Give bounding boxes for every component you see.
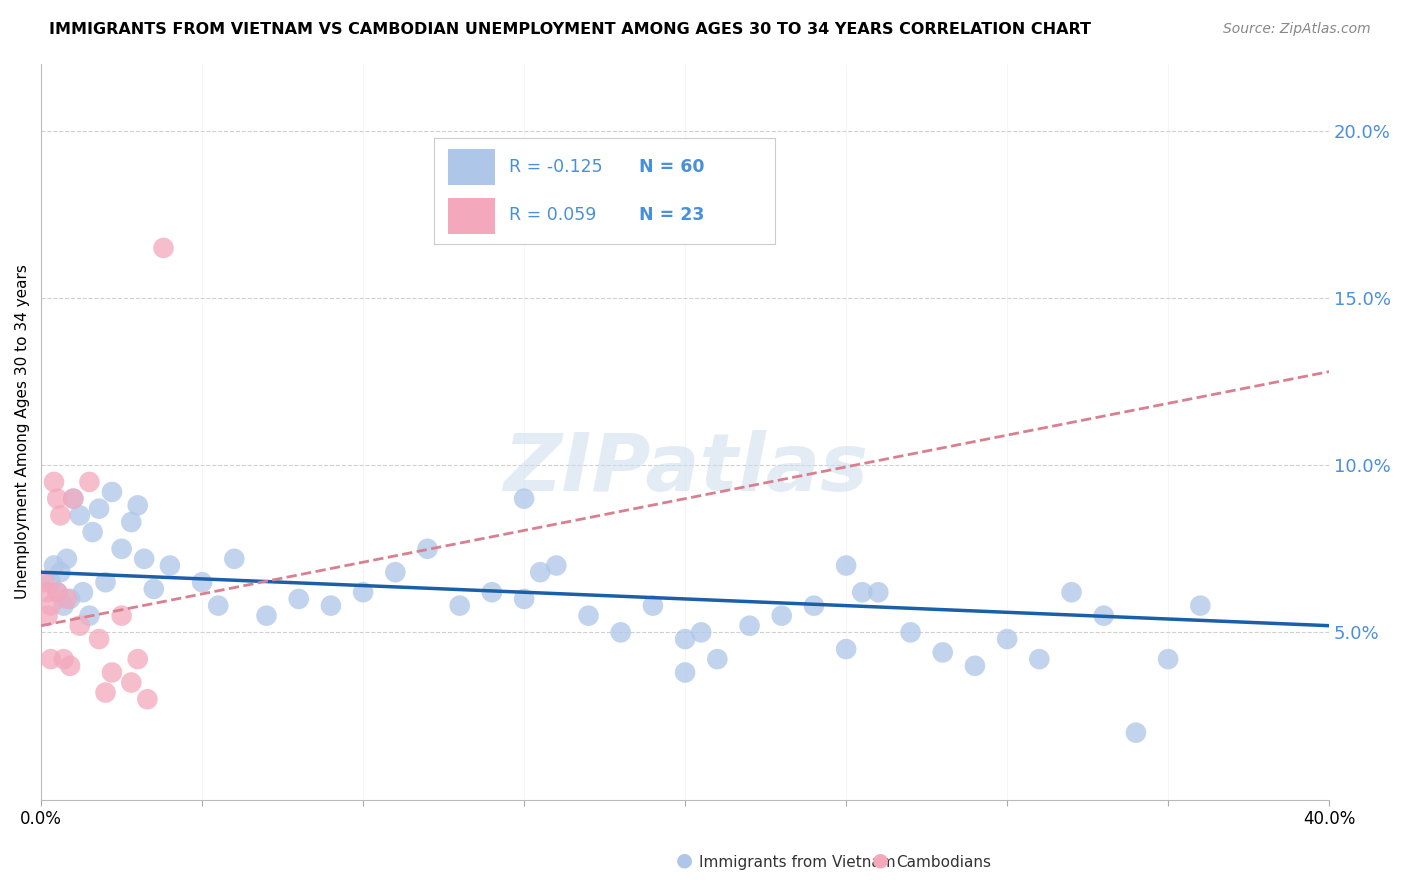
Text: Cambodians: Cambodians bbox=[897, 855, 991, 870]
Point bbox=[42, 475, 65, 489]
Point bbox=[995, 632, 1018, 646]
Text: Immigrants from Vietnam: Immigrants from Vietnam bbox=[699, 855, 896, 870]
Point bbox=[578, 608, 600, 623]
Text: ●: ● bbox=[872, 851, 889, 870]
Point bbox=[152, 241, 174, 255]
Point bbox=[1189, 599, 1212, 613]
Point bbox=[868, 585, 890, 599]
Point bbox=[932, 645, 955, 659]
Point bbox=[110, 608, 132, 623]
Point bbox=[416, 541, 439, 556]
Point bbox=[79, 608, 101, 623]
Point bbox=[87, 632, 110, 646]
Point bbox=[62, 491, 84, 506]
Point bbox=[641, 599, 664, 613]
Point bbox=[72, 585, 94, 599]
Point bbox=[1060, 585, 1083, 599]
Point bbox=[449, 599, 471, 613]
Point bbox=[673, 665, 696, 680]
Point bbox=[52, 652, 75, 666]
Point bbox=[56, 551, 79, 566]
Point bbox=[207, 599, 229, 613]
Point bbox=[900, 625, 922, 640]
Point bbox=[134, 551, 156, 566]
Point bbox=[1092, 608, 1115, 623]
Point bbox=[706, 652, 728, 666]
Y-axis label: Unemployment Among Ages 30 to 34 years: Unemployment Among Ages 30 to 34 years bbox=[15, 264, 30, 599]
Point bbox=[69, 618, 91, 632]
Point bbox=[352, 585, 374, 599]
Point bbox=[963, 658, 986, 673]
Point bbox=[101, 485, 124, 500]
Point bbox=[513, 591, 536, 606]
Point bbox=[690, 625, 713, 640]
Point bbox=[319, 599, 342, 613]
Point bbox=[481, 585, 503, 599]
Point bbox=[120, 675, 142, 690]
Point bbox=[69, 508, 91, 523]
Point bbox=[46, 585, 69, 599]
Point bbox=[191, 575, 214, 590]
Point bbox=[101, 665, 124, 680]
Point bbox=[46, 585, 69, 599]
Point bbox=[34, 575, 56, 590]
Point bbox=[384, 565, 406, 579]
Point bbox=[1028, 652, 1050, 666]
Point bbox=[513, 491, 536, 506]
Point bbox=[224, 551, 246, 566]
Text: ZIPatlas: ZIPatlas bbox=[502, 430, 868, 508]
Point bbox=[546, 558, 568, 573]
Point bbox=[609, 625, 631, 640]
Point bbox=[287, 591, 309, 606]
Point bbox=[1125, 725, 1147, 739]
Point bbox=[94, 685, 117, 699]
Point bbox=[803, 599, 825, 613]
Point bbox=[59, 658, 82, 673]
Point bbox=[159, 558, 181, 573]
Point bbox=[835, 642, 858, 657]
Point bbox=[42, 558, 65, 573]
Point bbox=[39, 575, 62, 590]
Point bbox=[79, 475, 101, 489]
Point bbox=[110, 541, 132, 556]
Point bbox=[256, 608, 278, 623]
Point bbox=[46, 491, 69, 506]
Point bbox=[127, 652, 149, 666]
Point bbox=[49, 508, 72, 523]
Point bbox=[136, 692, 159, 706]
Point bbox=[529, 565, 551, 579]
Point bbox=[87, 501, 110, 516]
Point bbox=[1157, 652, 1180, 666]
Point bbox=[738, 618, 761, 632]
Point bbox=[56, 591, 79, 606]
Point bbox=[127, 499, 149, 513]
Point bbox=[37, 608, 59, 623]
Point bbox=[39, 599, 62, 613]
Text: ●: ● bbox=[675, 851, 692, 870]
Point bbox=[835, 558, 858, 573]
Text: IMMIGRANTS FROM VIETNAM VS CAMBODIAN UNEMPLOYMENT AMONG AGES 30 TO 34 YEARS CORR: IMMIGRANTS FROM VIETNAM VS CAMBODIAN UNE… bbox=[49, 22, 1091, 37]
Point bbox=[94, 575, 117, 590]
Point bbox=[770, 608, 793, 623]
Point bbox=[37, 585, 59, 599]
Point bbox=[52, 599, 75, 613]
Point bbox=[120, 515, 142, 529]
Text: Source: ZipAtlas.com: Source: ZipAtlas.com bbox=[1223, 22, 1371, 37]
Point bbox=[673, 632, 696, 646]
Point bbox=[62, 491, 84, 506]
Point bbox=[82, 525, 104, 540]
Point bbox=[59, 591, 82, 606]
Point bbox=[49, 565, 72, 579]
Point bbox=[142, 582, 165, 596]
Point bbox=[851, 585, 873, 599]
Point bbox=[39, 652, 62, 666]
